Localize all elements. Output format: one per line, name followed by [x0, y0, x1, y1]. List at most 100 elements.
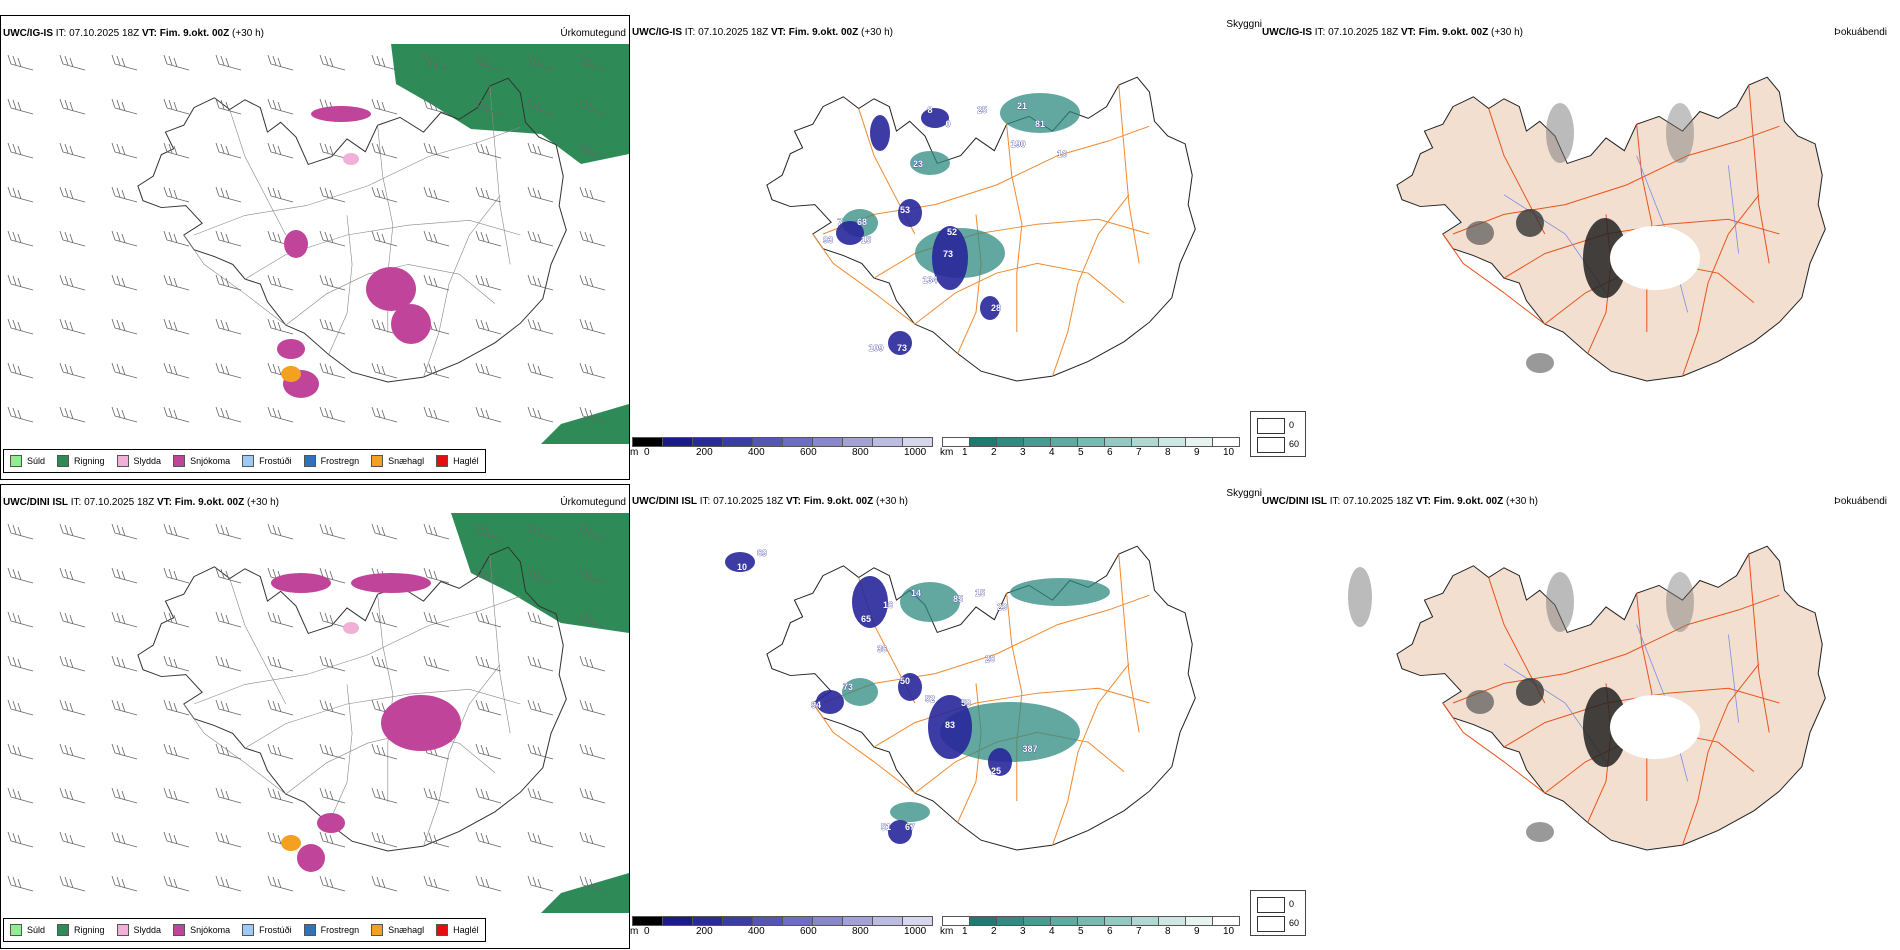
road-line	[1118, 554, 1140, 733]
rain-area	[541, 404, 629, 444]
wind-barb	[111, 274, 138, 291]
model-name: UWC/DINI ISL	[3, 497, 68, 508]
legend-label: Frostúði	[259, 456, 292, 466]
wind-barb	[579, 230, 606, 247]
wind-barb	[163, 274, 190, 291]
vt-label: VT:	[1400, 27, 1416, 38]
wind-barb	[371, 743, 398, 760]
colorbar-tick: 1000	[904, 926, 927, 937]
panel-header: UWC/IG-IS IT: 07.10.2025 18Z VT: Fim. 9.…	[632, 27, 893, 38]
wind-barb	[579, 98, 606, 115]
wind-barb	[423, 406, 450, 423]
panel-header: UWC/IG-IS IT: 07.10.2025 18Z VT: Fim. 9.…	[3, 28, 264, 39]
wind-barb	[267, 523, 294, 540]
colorbar-segment	[903, 916, 933, 926]
fog-dense-area	[1666, 572, 1694, 632]
wind-barb	[475, 699, 502, 716]
low-visibility-area	[940, 702, 1080, 762]
cloud-base-value: 83	[945, 720, 955, 730]
cloud-base-area	[921, 108, 949, 128]
fog-clear-area	[1610, 226, 1700, 290]
model-name: UWC/IG-IS	[632, 27, 682, 38]
cloud-base-area	[888, 331, 912, 355]
colorbar-segment	[813, 437, 843, 447]
wind-barb	[163, 98, 190, 115]
legend-label: Frostregn	[320, 925, 360, 935]
wind-barb	[111, 318, 138, 335]
wind-barb	[7, 318, 34, 335]
colorbar-tick: 7	[1136, 447, 1142, 458]
wind-barb	[371, 875, 398, 892]
legend-swatch	[242, 455, 255, 467]
wind-barb	[215, 318, 242, 335]
wind-barb	[267, 406, 294, 423]
wind-barb	[475, 743, 502, 760]
it-value: 07.10.2025 18Z	[1343, 496, 1414, 507]
panel-header: UWC/DINI ISL IT: 07.10.2025 18Z VT: Fim.…	[632, 496, 908, 507]
wind-barb	[475, 54, 502, 71]
colorbar-segment	[903, 437, 933, 447]
road-line	[1052, 663, 1130, 846]
colorbar-segment	[1213, 916, 1240, 926]
wind-barb	[527, 362, 554, 379]
wind-barb	[215, 230, 242, 247]
cloud-base-value: 28	[991, 303, 1001, 313]
cloud-base-value: 93	[823, 235, 833, 245]
wind-barb	[59, 54, 86, 71]
wind-barb	[7, 54, 34, 71]
it-value: 07.10.2025 18Z	[1328, 27, 1399, 38]
legend-swatch	[242, 924, 255, 936]
colorbar-segment	[970, 916, 997, 926]
wind-barb	[319, 831, 346, 848]
wind-barb	[527, 787, 554, 804]
colorbar-unit: km	[940, 447, 954, 458]
wind-barb	[267, 98, 294, 115]
wind-barb	[59, 142, 86, 159]
panel-title: Úrkomutegund	[560, 28, 626, 39]
it-label: IT:	[699, 496, 711, 507]
legend-swatch	[173, 455, 186, 467]
road-line	[1748, 554, 1770, 733]
wind-barb	[163, 831, 190, 848]
panel-title: Þokuábendi	[1834, 27, 1887, 38]
legend-item: Frostregn	[303, 924, 360, 936]
colorbar-tick: 3	[1020, 447, 1026, 458]
wind-barb	[267, 54, 294, 71]
road-line	[1636, 593, 1653, 802]
cloud-base-value: 51	[881, 822, 891, 832]
colorbar-segment	[1159, 916, 1186, 926]
colorbar-segment	[997, 437, 1024, 447]
snow-area	[284, 230, 308, 258]
wind-barb	[527, 274, 554, 291]
wind-barb	[527, 54, 554, 71]
wind-barb	[267, 699, 294, 716]
it-label: IT:	[684, 27, 696, 38]
wind-barb	[7, 743, 34, 760]
height-ticks: m 0 200 400 600 800 1000	[630, 926, 940, 940]
road-line	[328, 684, 353, 824]
wind-barb	[319, 567, 346, 584]
cloud-base-area	[898, 673, 922, 701]
model-name: UWC/IG-IS	[3, 28, 53, 39]
vt-label: VT:	[770, 27, 786, 38]
wind-barb	[579, 186, 606, 203]
road-line	[328, 215, 353, 355]
wind-barb	[59, 230, 86, 247]
wind-barb	[579, 831, 606, 848]
cloud-panel-bottom: UWC/DINI ISL IT: 07.10.2025 18Z VT: Fim.…	[630, 484, 1262, 949]
colorbar-segment	[873, 437, 903, 447]
visibility-ticks: km 1 2 3 4 5 6 7 8 9 10	[940, 447, 1260, 461]
legend-label: Haglél	[453, 925, 479, 935]
vt-value: Fim. 9.okt. 00Z	[1418, 27, 1489, 38]
wind-barb	[319, 54, 346, 71]
cloud-base-value: 67	[905, 822, 915, 832]
legend-swatch	[10, 455, 22, 467]
colorbar-tick: 800	[852, 926, 869, 937]
wind-barb	[215, 787, 242, 804]
legend-label: Snæhagl	[388, 456, 425, 466]
cloud-base-area	[816, 690, 844, 714]
precip-panel-top: UWC/IG-IS IT: 07.10.2025 18Z VT: Fim. 9.…	[0, 15, 630, 480]
cloud-base-value: 94	[811, 700, 821, 710]
cloud-base-value: 387	[1022, 744, 1037, 754]
legend-item: Frostregn	[303, 455, 359, 467]
